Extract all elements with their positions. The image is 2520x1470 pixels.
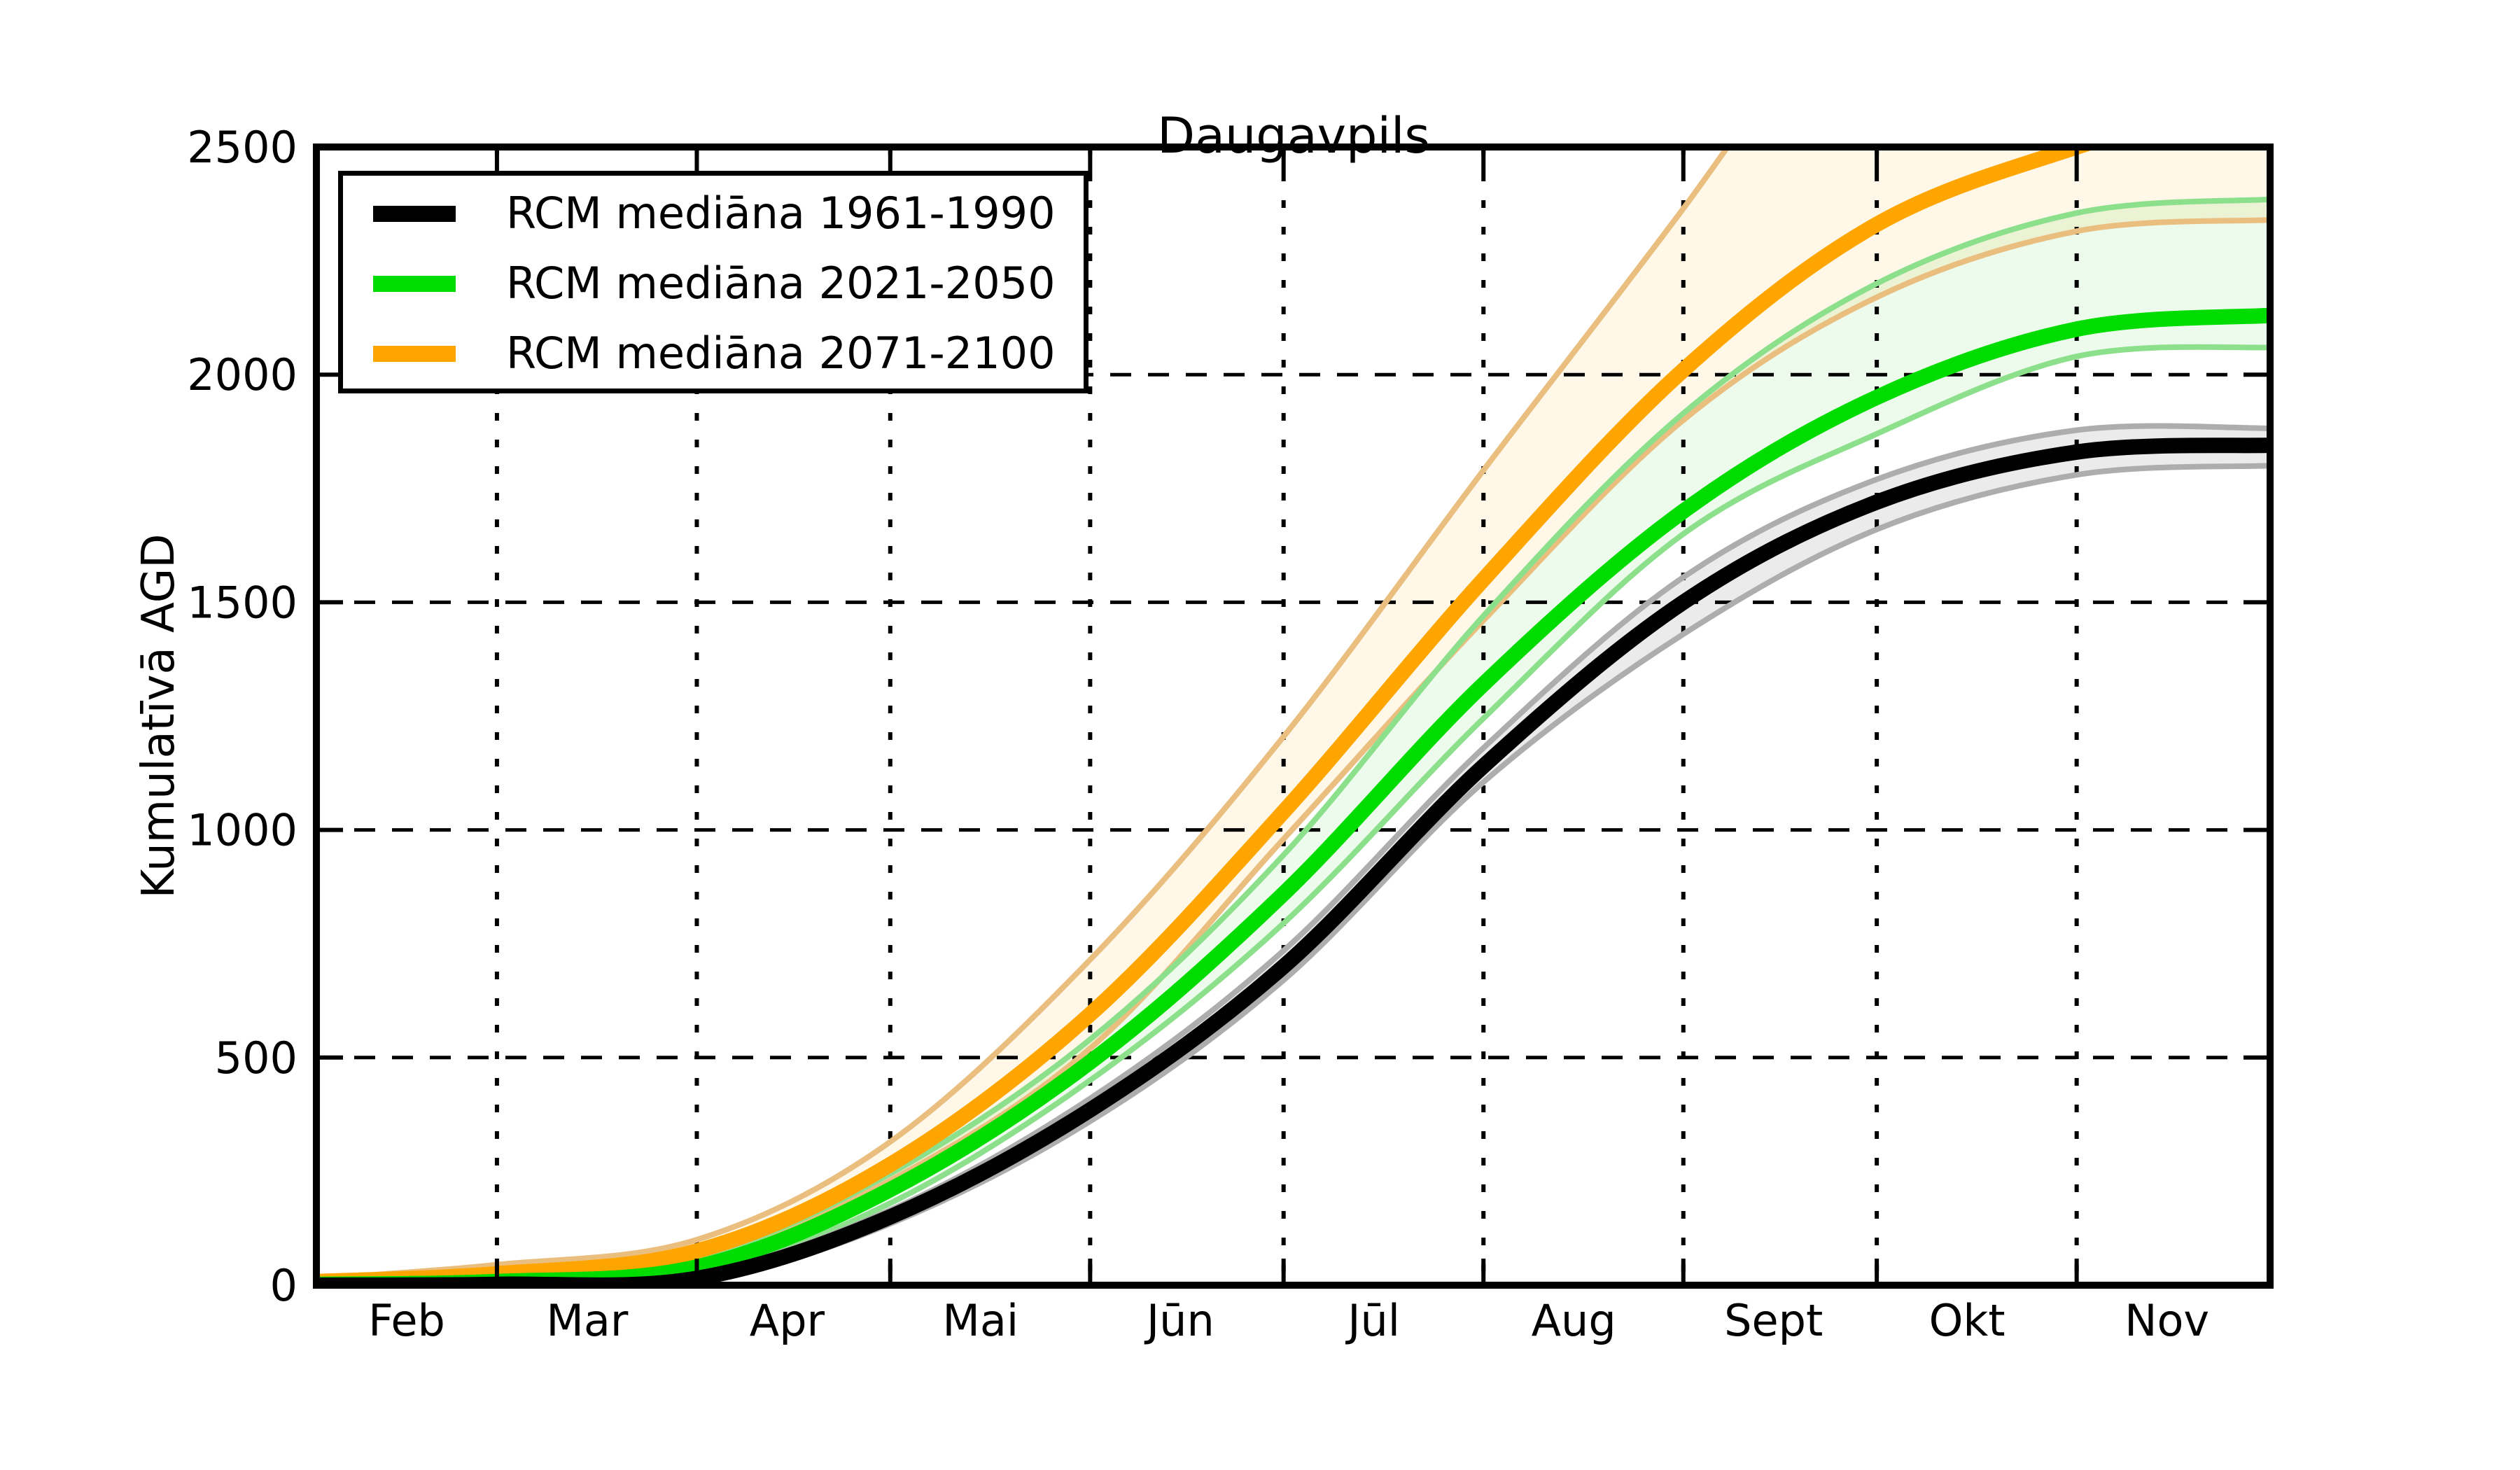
chart-title: Daugavpils bbox=[1157, 107, 1430, 164]
x-tick-label: Apr bbox=[750, 1295, 825, 1346]
plot-band-fills bbox=[316, 147, 2270, 1285]
x-tick-label: Nov bbox=[2124, 1295, 2209, 1346]
legend-line-swatch-2021-2050 bbox=[373, 275, 456, 292]
y-tick-label: 1500 bbox=[187, 577, 298, 628]
axis-ticks bbox=[316, 145, 2270, 1287]
axis-tick-labels: 0 500 1000 1500 2000 2500 Feb Mar Apr Mai Jūn Jūl Au… bbox=[187, 122, 2209, 1346]
x-tick-label: Mai bbox=[942, 1295, 1018, 1346]
y-tick-label: 2000 bbox=[187, 349, 298, 400]
median-line bbox=[316, 147, 2102, 1285]
axes-frame bbox=[313, 144, 2274, 1289]
x-tick-label: Jūn bbox=[1144, 1295, 1214, 1346]
legend-item: RCM mediāna 2071-2100 bbox=[343, 318, 1084, 388]
x-tick-label: Jūl bbox=[1345, 1295, 1400, 1346]
x-tick-label: Aug bbox=[1532, 1295, 1616, 1346]
y-axis-label: Kumulatīvā AGD bbox=[133, 533, 185, 898]
legend-line-swatch-1961-1990 bbox=[373, 205, 456, 222]
x-tick-label: Mar bbox=[546, 1295, 628, 1346]
y-tick-label: 500 bbox=[215, 1032, 298, 1084]
legend-item: RCM mediāna 2021-2050 bbox=[343, 248, 1084, 318]
x-tick-label: Feb bbox=[368, 1295, 445, 1346]
plot-area: 0 500 1000 1500 2000 2500 Feb Mar Apr Mai Jūn Jūl Au… bbox=[187, 122, 2274, 1346]
y-tick-label: 0 bbox=[270, 1260, 298, 1311]
x-tick-label: Sept bbox=[1724, 1295, 1823, 1346]
x-tick-label: Okt bbox=[1929, 1295, 2005, 1346]
plot-frame bbox=[313, 144, 2274, 1289]
legend-item: RCM mediāna 1961-1990 bbox=[343, 178, 1084, 248]
legend-box: RCM mediāna 1961-1990 RCM mediāna 2021-2… bbox=[338, 171, 1088, 393]
uncertainty-band-upper-line bbox=[316, 147, 1731, 1282]
uncertainty-band-lower-line bbox=[316, 463, 2270, 1285]
y-tick-label: 1000 bbox=[187, 805, 298, 856]
legend-label: RCM mediāna 1961-1990 bbox=[506, 188, 1056, 239]
uncertainty-band-fill bbox=[316, 199, 2270, 1285]
legend-label: RCM mediāna 2021-2050 bbox=[506, 258, 1056, 309]
legend-label: RCM mediāna 2071-2100 bbox=[506, 328, 1056, 379]
median-line bbox=[316, 307, 2270, 1285]
y-tick-label: 2500 bbox=[187, 122, 298, 173]
legend-line-swatch-2071-2100 bbox=[373, 345, 456, 362]
